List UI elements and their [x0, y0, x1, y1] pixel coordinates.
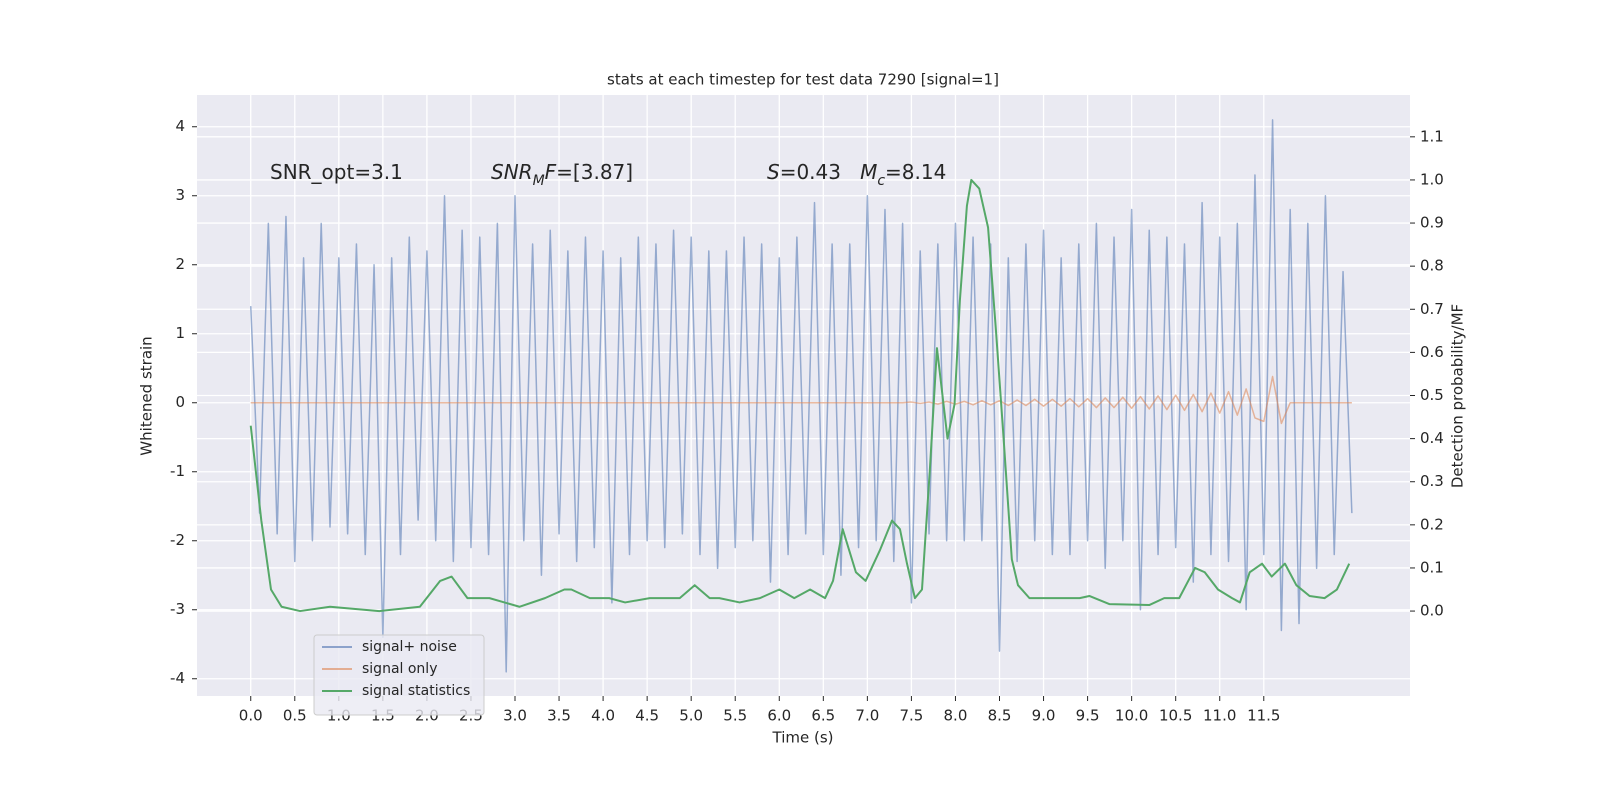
x-tick-label: 6.5 — [811, 707, 835, 725]
x-tick-label: 4.5 — [635, 707, 659, 725]
x-tick-label: 3.5 — [547, 707, 571, 725]
y-tick-label: 2 — [175, 255, 185, 273]
x-tick-label: 0.5 — [283, 707, 307, 725]
annotation-part: =8.14 — [885, 160, 946, 184]
y2-tick-label: 0.8 — [1420, 257, 1444, 275]
y2-tick-label: 0.5 — [1420, 386, 1444, 404]
y2-tick-label: 0.9 — [1420, 214, 1444, 232]
annotation-part: S — [767, 160, 780, 184]
y2-tick-label: 0.0 — [1420, 602, 1444, 620]
legend-label: signal statistics — [362, 683, 470, 699]
annotation-part: =0.43 — [780, 160, 860, 184]
series-line — [250, 375, 1352, 425]
chart-title: stats at each timestep for test data 729… — [607, 71, 999, 89]
annotation-part: SNR_opt=3.1 — [270, 160, 403, 184]
legend-label: signal only — [362, 661, 437, 677]
y2-axis-label: Detection probability/MF — [1449, 304, 1467, 488]
annotation: S=0.43 Mc=8.14 — [767, 160, 946, 190]
annotation-part: =[3.87] — [556, 160, 633, 184]
annotation: SNR_opt=3.1 — [270, 160, 403, 184]
annotation: SNRMF=[3.87] — [491, 160, 633, 190]
y2-tick-label: 0.1 — [1420, 558, 1444, 576]
annotation-part: SNR — [491, 160, 533, 184]
x-tick-label: 5.5 — [723, 707, 747, 725]
x-tick-label: 9.0 — [1032, 707, 1056, 725]
annotation-part: c — [877, 173, 885, 189]
y-tick-label: -3 — [170, 600, 185, 618]
y-tick-label: -1 — [170, 462, 185, 480]
y-tick-label: -2 — [170, 531, 185, 549]
x-tick-label: 8.5 — [988, 707, 1012, 725]
legend-label: signal+ noise — [362, 639, 457, 655]
x-tick-label: 9.5 — [1076, 707, 1100, 725]
series-line — [249, 119, 1353, 673]
y-tick-label: 1 — [175, 324, 185, 342]
x-tick-label: 0.0 — [239, 707, 263, 725]
y2-tick-label: 0.3 — [1420, 472, 1444, 490]
annotation-part: M — [860, 160, 877, 184]
y2-tick-label: 1.1 — [1420, 127, 1444, 145]
x-tick-label: 10.0 — [1115, 707, 1148, 725]
x-axis-label: Time (s) — [772, 729, 834, 747]
x-tick-label: 11.5 — [1247, 707, 1280, 725]
y2-tick-label: 0.6 — [1420, 343, 1444, 361]
annotation-part: M — [533, 173, 545, 189]
y-axis-label: Whitened strain — [138, 336, 156, 455]
x-tick-label: 10.5 — [1159, 707, 1192, 725]
x-tick-label: 11.0 — [1203, 707, 1236, 725]
x-tick-label: 8.0 — [944, 707, 968, 725]
y2-tick-label: 0.7 — [1420, 300, 1444, 318]
y-tick-label: 0 — [175, 393, 185, 411]
x-tick-label: 7.0 — [855, 707, 879, 725]
y2-tick-label: 0.2 — [1420, 515, 1444, 533]
y2-tick-label: 1.0 — [1420, 170, 1444, 188]
x-tick-label: 5.0 — [679, 707, 703, 725]
y-tick-label: -4 — [170, 669, 185, 687]
x-tick-label: 7.5 — [899, 707, 923, 725]
legend-box — [313, 634, 485, 716]
x-tick-label: 6.0 — [767, 707, 791, 725]
series-line — [249, 178, 1351, 613]
y2-tick-label: 0.4 — [1420, 429, 1444, 447]
annotation-part: F — [545, 160, 557, 184]
y-tick-label: 3 — [175, 186, 185, 204]
y-tick-label: 4 — [175, 117, 185, 135]
x-tick-label: 3.0 — [503, 707, 527, 725]
legend: signal+ noise signal only signal statistic… — [313, 634, 485, 716]
x-tick-label: 4.0 — [591, 707, 615, 725]
